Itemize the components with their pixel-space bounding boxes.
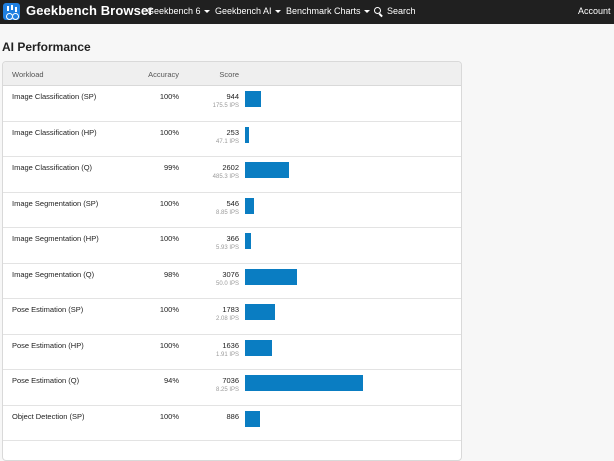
accuracy-value: 100% (127, 341, 179, 350)
nav-benchmark-charts[interactable]: Benchmark Charts (286, 6, 370, 16)
score-bar (245, 375, 363, 391)
top-navbar: Geekbench Browser Geekbench 6 Geekbench … (0, 0, 614, 24)
workload-name: Image Classification (HP) (12, 128, 97, 137)
score-value: 546 (189, 199, 239, 208)
table-row: Object Detection (SP) 100% 886 (3, 406, 462, 442)
column-header-score: Score (189, 70, 239, 79)
accuracy-value: 100% (127, 412, 179, 421)
nav-geekbench-ai[interactable]: Geekbench AI (215, 6, 281, 16)
score-value: 3076 (189, 270, 239, 279)
ips-value: 8.85 IPS (189, 210, 239, 216)
brand-title[interactable]: Geekbench Browser (26, 3, 153, 18)
score-bar (245, 162, 289, 178)
workload-name: Object Detection (SP) (12, 412, 85, 421)
workload-name: Image Segmentation (Q) (12, 270, 94, 279)
workload-name: Pose Estimation (HP) (12, 341, 84, 350)
table-row: Image Classification (SP) 100% 944 175.5 IP… (3, 86, 462, 122)
accuracy-value: 98% (127, 270, 179, 279)
score-value: 366 (189, 234, 239, 243)
table-row: Image Classification (Q) 99% 2602 485.3 IPS (3, 157, 462, 193)
ips-value: 5.93 IPS (189, 245, 239, 251)
score-value: 1783 (189, 305, 239, 314)
column-header-workload: Workload (12, 70, 44, 79)
workload-name: Image Classification (Q) (12, 163, 92, 172)
table-row: Image Segmentation (Q) 98% 3076 50.0 IPS (3, 264, 462, 300)
accuracy-value: 100% (127, 92, 179, 101)
score-value: 2602 (189, 163, 239, 172)
ips-value: 50.0 IPS (189, 281, 239, 287)
score-value: 886 (189, 412, 239, 421)
ips-value: 2.08 IPS (189, 316, 239, 322)
chevron-down-icon (364, 10, 370, 13)
page-title: AI Performance (2, 40, 91, 54)
ips-value: 47.1 IPS (189, 139, 239, 145)
score-bar (245, 269, 297, 285)
nav-geekbench-6[interactable]: Geekbench 6 (147, 6, 210, 16)
table-row: Image Segmentation (HP) 100% 366 5.93 IPS (3, 228, 462, 264)
workload-name: Image Segmentation (HP) (12, 234, 99, 243)
workload-name: Image Classification (SP) (12, 92, 96, 101)
ips-value: 485.3 IPS (189, 174, 239, 180)
nav-account[interactable]: Account (578, 6, 614, 16)
workload-name: Image Segmentation (SP) (12, 199, 98, 208)
ai-performance-table: Workload Accuracy Score Image Classifica… (2, 61, 462, 461)
workload-name: Pose Estimation (SP) (12, 305, 83, 314)
column-header-accuracy: Accuracy (127, 70, 179, 79)
chevron-down-icon (275, 10, 281, 13)
score-bar (245, 340, 272, 356)
ips-value: 175.5 IPS (189, 103, 239, 109)
score-bar (245, 304, 275, 320)
score-bar (245, 127, 249, 143)
chevron-down-icon (204, 10, 210, 13)
score-value: 7036 (189, 376, 239, 385)
accuracy-value: 99% (127, 163, 179, 172)
geekbench-logo-icon[interactable] (3, 3, 20, 20)
accuracy-value: 94% (127, 376, 179, 385)
score-bar (245, 411, 260, 427)
ips-value: 8.25 IPS (189, 387, 239, 393)
nav-search[interactable]: Search (387, 6, 416, 16)
score-bar (245, 198, 254, 214)
accuracy-value: 100% (127, 305, 179, 314)
table-row: Image Segmentation (SP) 100% 546 8.85 IPS (3, 193, 462, 229)
search-icon[interactable] (374, 7, 381, 14)
workload-name: Pose Estimation (Q) (12, 376, 79, 385)
table-header: Workload Accuracy Score (3, 62, 462, 86)
accuracy-value: 100% (127, 234, 179, 243)
table-row: Image Classification (HP) 100% 253 47.1 IPS (3, 122, 462, 158)
accuracy-value: 100% (127, 199, 179, 208)
ips-value: 1.91 IPS (189, 352, 239, 358)
table-row: Pose Estimation (SP) 100% 1783 2.08 IPS (3, 299, 462, 335)
table-row: Pose Estimation (Q) 94% 7036 8.25 IPS (3, 370, 462, 406)
score-value: 253 (189, 128, 239, 137)
score-value: 1636 (189, 341, 239, 350)
score-value: 944 (189, 92, 239, 101)
score-bar (245, 91, 261, 107)
table-row: Pose Estimation (HP) 100% 1636 1.91 IPS (3, 335, 462, 371)
accuracy-value: 100% (127, 128, 179, 137)
score-bar (245, 233, 251, 249)
